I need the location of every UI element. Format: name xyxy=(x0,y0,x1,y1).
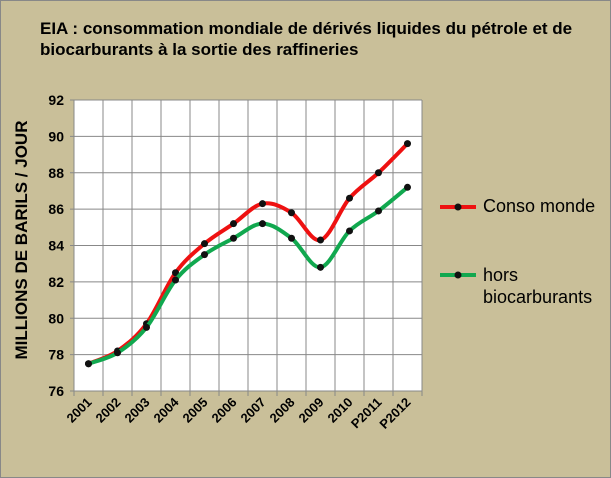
data-point-1 xyxy=(404,183,411,191)
data-point-1 xyxy=(288,234,295,242)
legend-label: Conso monde xyxy=(483,196,596,216)
data-point-0 xyxy=(317,236,324,244)
data-point-1 xyxy=(375,207,382,215)
y-tick-label: 84 xyxy=(48,238,64,254)
data-point-1 xyxy=(346,227,353,235)
y-tick-label: 82 xyxy=(48,274,64,290)
legend-label: hors biocarburants xyxy=(483,265,593,307)
legend-swatch-red xyxy=(440,203,476,211)
x-tick-label: 2003 xyxy=(122,395,153,426)
data-point-0 xyxy=(172,269,179,277)
data-point-1 xyxy=(114,349,121,357)
data-point-1 xyxy=(172,276,179,284)
x-tick-label: P2011 xyxy=(348,395,385,432)
data-point-1 xyxy=(230,234,237,242)
data-point-0 xyxy=(375,169,382,177)
y-tick-label: 90 xyxy=(48,128,64,144)
x-tick-label: 2009 xyxy=(296,395,327,426)
legend-swatch-green xyxy=(440,271,476,279)
legend-item-hors-biocarburants: hors biocarburants xyxy=(438,264,608,308)
x-tick-label: 2002 xyxy=(93,395,124,426)
data-point-0 xyxy=(346,194,353,202)
data-point-0 xyxy=(288,209,295,217)
legend-item-conso-monde: Conso monde xyxy=(438,196,595,217)
data-point-1 xyxy=(317,263,324,271)
y-tick-label: 76 xyxy=(48,383,64,399)
x-tick-label: P2012 xyxy=(376,395,413,432)
x-tick-label: 2008 xyxy=(267,395,298,426)
x-tick-label: 2005 xyxy=(180,395,211,426)
data-point-1 xyxy=(259,220,266,228)
data-point-0 xyxy=(259,200,266,208)
x-tick-label: 2006 xyxy=(209,395,240,426)
data-point-1 xyxy=(143,323,150,331)
y-tick-label: 80 xyxy=(48,310,64,326)
y-tick-label: 88 xyxy=(48,165,64,181)
x-tick-label: 2007 xyxy=(238,395,269,426)
data-point-0 xyxy=(201,240,208,248)
x-tick-label: 2004 xyxy=(151,394,183,426)
data-point-1 xyxy=(201,251,208,259)
x-tick-label: 2001 xyxy=(64,395,95,426)
data-point-1 xyxy=(85,360,92,368)
y-tick-label: 78 xyxy=(48,347,64,363)
y-tick-label: 92 xyxy=(48,92,64,108)
data-point-0 xyxy=(230,220,237,228)
y-tick-label: 86 xyxy=(48,201,64,217)
data-point-0 xyxy=(404,140,411,148)
chart-title: EIA : consommation mondiale de dérivés l… xyxy=(40,19,573,59)
